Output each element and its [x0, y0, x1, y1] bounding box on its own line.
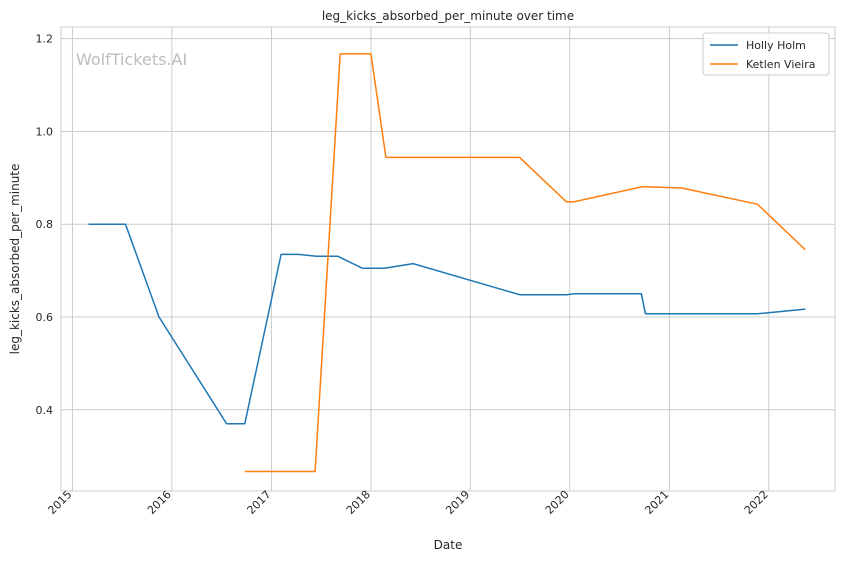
watermark: WolfTickets.AI: [76, 50, 187, 69]
legend-label-holly-holm: Holly Holm: [746, 39, 806, 52]
plot-frame: [60, 26, 836, 492]
y-tick-labels: 0.4 0.6 0.8 1.0 1.2: [36, 33, 54, 417]
grid: [61, 27, 835, 491]
y-tick-label: 0.4: [36, 404, 54, 417]
chart-title: leg_kicks_absorbed_per_minute over time: [322, 9, 574, 23]
y-axis-title: leg_kicks_absorbed_per_minute: [8, 164, 22, 355]
series-line-holly-holm: [88, 223, 806, 425]
legend-label-ketlen-vieira: Ketlen Vieira: [746, 58, 815, 71]
legend: Holly Holm Ketlen Vieira: [702, 32, 830, 76]
x-axis-title: Date: [434, 538, 463, 552]
y-tick-label: 0.6: [36, 311, 54, 324]
series-line-ketlen-vieira: [244, 53, 806, 473]
series-layer: [88, 53, 806, 473]
y-tick-label: 0.8: [36, 218, 54, 231]
y-tick-label: 1.2: [36, 33, 54, 46]
y-tick-label: 1.0: [36, 125, 54, 138]
